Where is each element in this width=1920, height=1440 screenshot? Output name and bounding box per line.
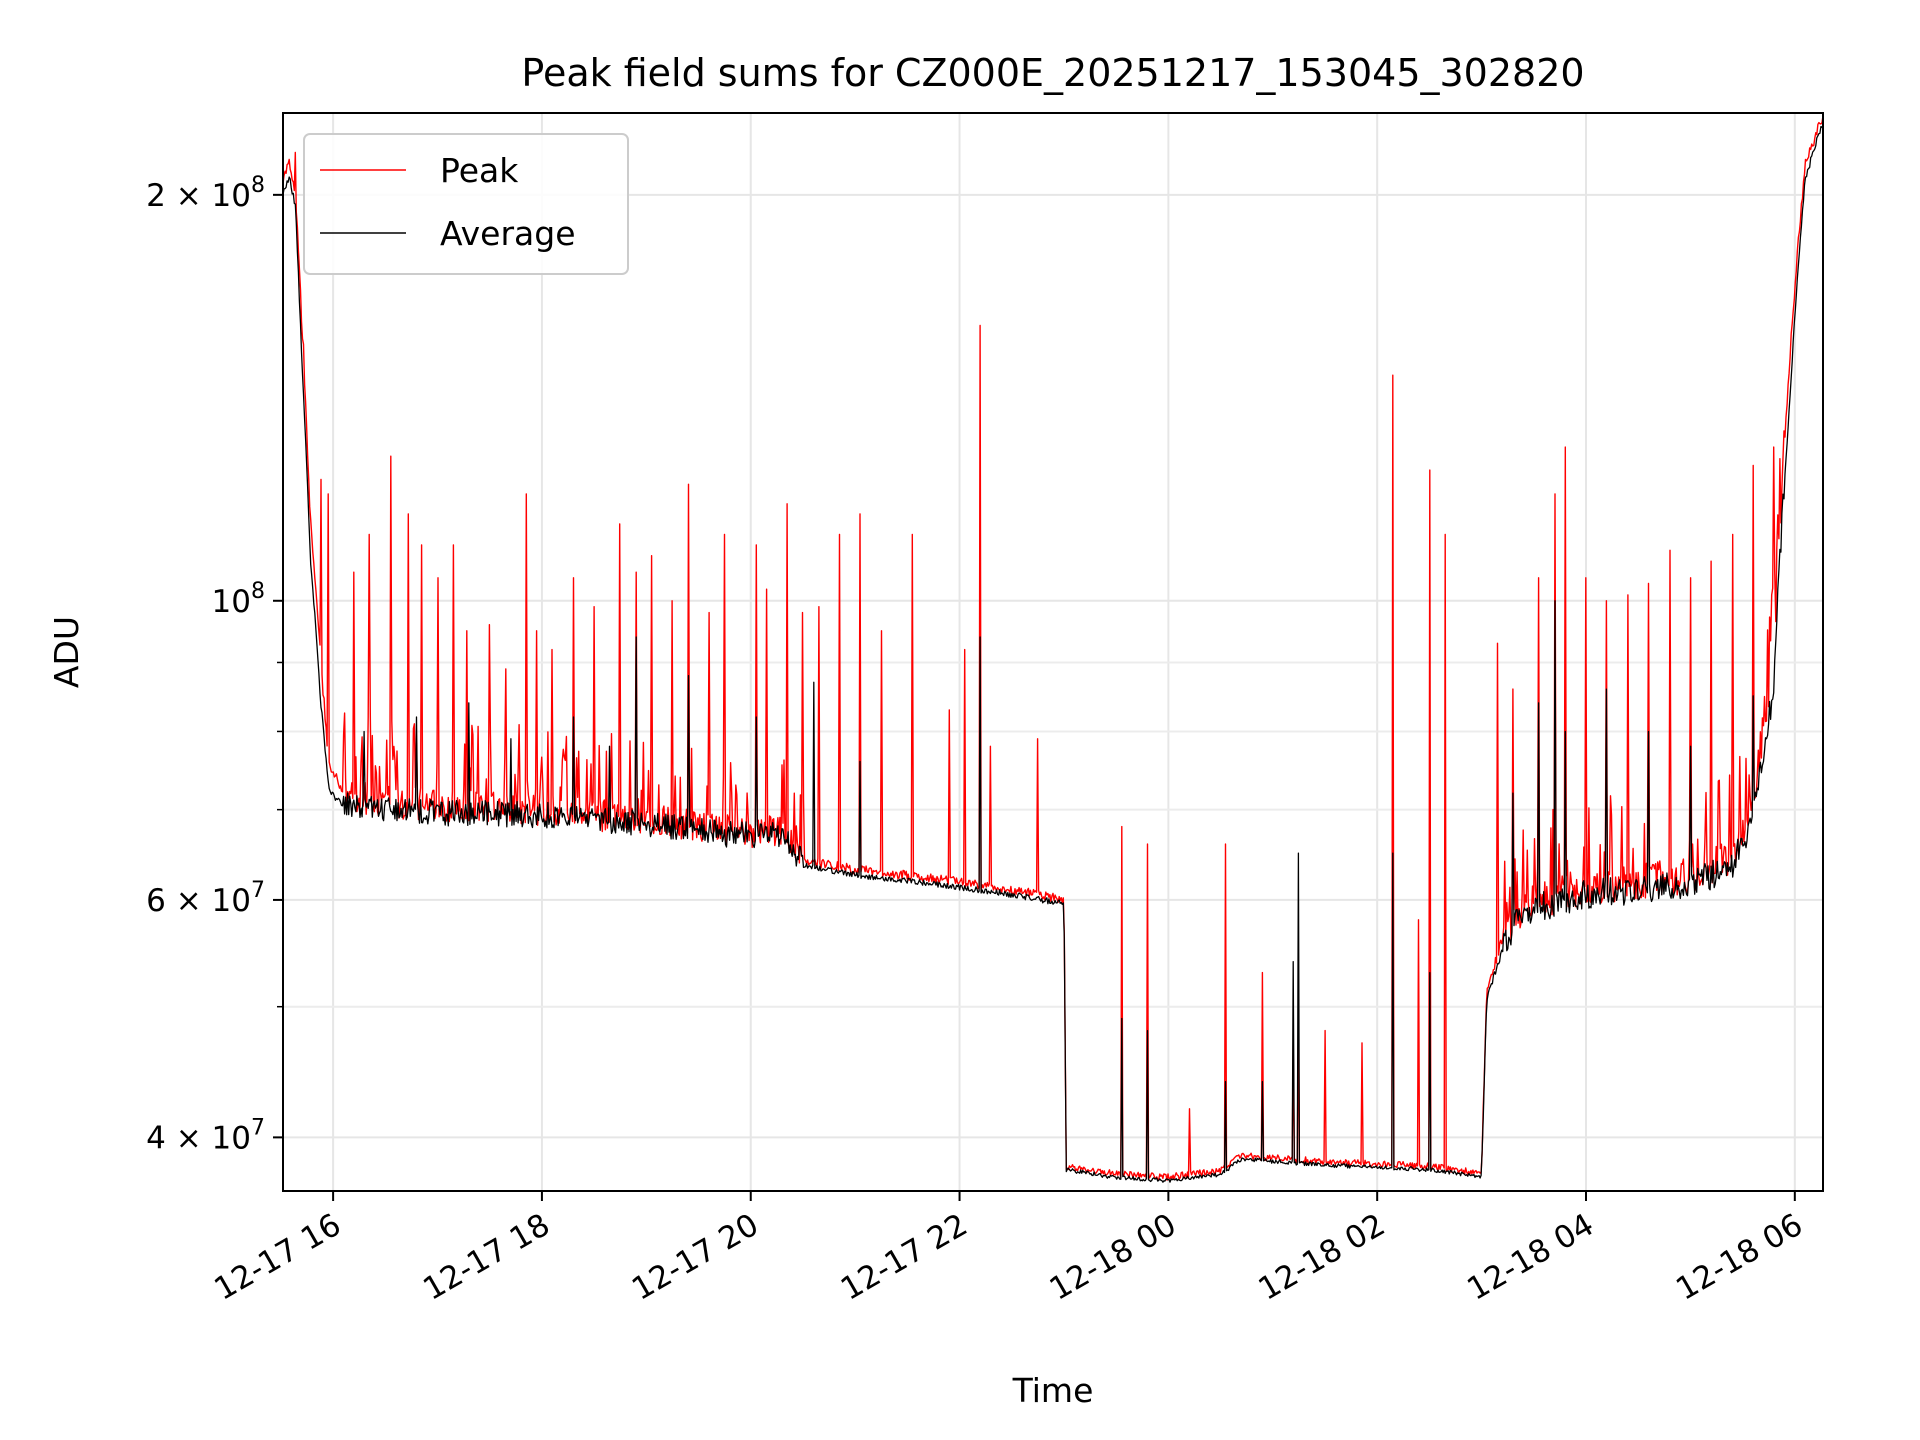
legend-box [303, 133, 629, 275]
y-tick-label-exponent: 7 [251, 1115, 265, 1140]
y-axis-label: ADU [47, 616, 86, 688]
y-tick-label-base: 2 × 10 [146, 178, 251, 214]
legend: Peak Average [303, 133, 629, 275]
y-tick-label-base: 4 × 10 [146, 1120, 251, 1156]
y-tick-label-exponent: 8 [251, 173, 265, 198]
x-axis-label: Time [1012, 1371, 1094, 1410]
legend-peak-label: Peak [440, 151, 519, 190]
y-tick-label: 4 × 107 [146, 1115, 265, 1156]
y-tick-label-exponent: 7 [251, 878, 265, 903]
y-tick-label-base: 10 [212, 584, 251, 620]
legend-average-label: Average [440, 214, 576, 253]
chart-title: Peak field sums for CZ000E_20251217_1530… [521, 51, 1584, 95]
y-tick-label: 2 × 108 [146, 173, 265, 214]
plot-frame [282, 112, 1824, 1192]
plot-data [282, 115, 1824, 1183]
y-tick-label-exponent: 8 [251, 579, 265, 604]
y-tick-label: 6 × 107 [146, 878, 265, 919]
y-tick-label: 108 [212, 579, 265, 620]
series-line-average [282, 124, 1824, 1183]
y-tick-label-base: 6 × 10 [146, 883, 251, 919]
